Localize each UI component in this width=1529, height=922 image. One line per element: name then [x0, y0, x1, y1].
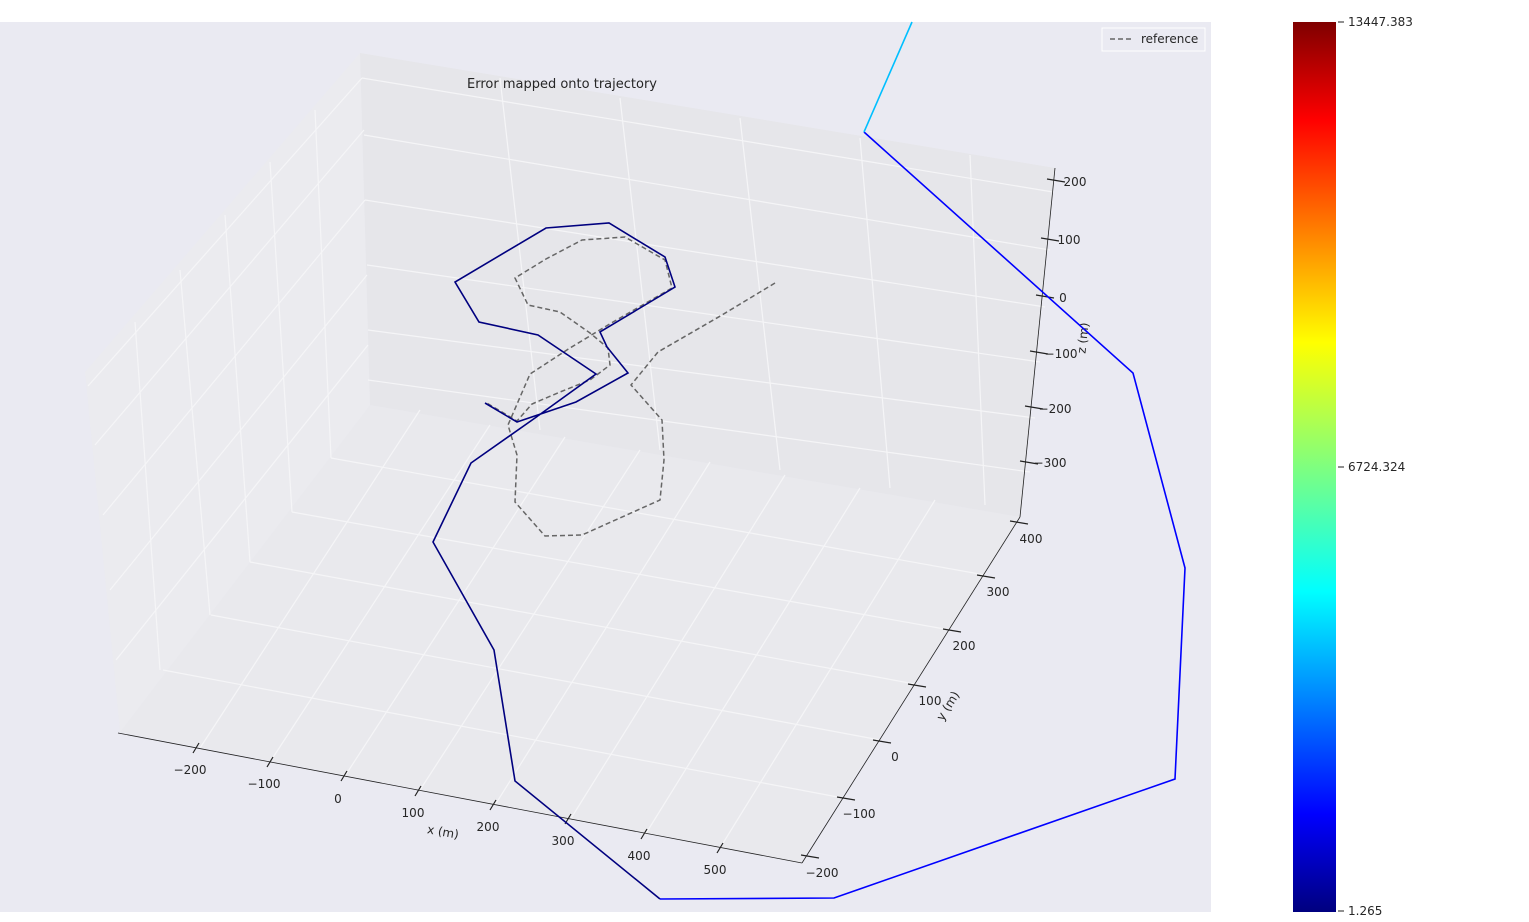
axis-lines: [117, 167, 1056, 864]
x-tick-label: 100: [402, 806, 425, 820]
y-tick-mark: [942, 628, 962, 633]
legend-box: [1101, 27, 1206, 52]
x-tick-labels: −200 −100 0 100 200 300 400 500: [174, 763, 727, 877]
x-axis-line: [117, 732, 803, 864]
left-pane: [85, 53, 370, 732]
y-tick-label: 0: [891, 750, 899, 764]
x-tick-label: −200: [174, 763, 207, 777]
y-tick-label: 400: [1020, 532, 1043, 546]
z-axis-line: [1019, 167, 1056, 518]
y-tick-label: −100: [843, 807, 876, 821]
x-tick-marks: [192, 742, 724, 854]
trajectory-segment-mid-low-error: [659, 131, 1186, 900]
estimated-trajectory: [432, 21, 1186, 900]
z-tick-mark: [1040, 237, 1060, 242]
colorbar-min-label: 1.265: [1348, 904, 1382, 918]
x-tick-mark: [192, 742, 200, 754]
z-tick-mark: [1019, 460, 1039, 465]
x-tick-label: 300: [552, 834, 575, 848]
x-tick-mark: [716, 842, 724, 854]
z-tick-mark: [1035, 294, 1055, 299]
y-tick-mark: [1009, 520, 1029, 525]
y-tick-mark: [872, 739, 892, 744]
colorbar: 13447.383 6724.324 1.265: [1293, 15, 1413, 918]
z-tick-marks: [1019, 178, 1066, 465]
y-tick-label: 100: [919, 694, 942, 708]
y-tick-mark: [976, 574, 996, 579]
y-tick-labels: −200 −100 0 100 200 300 400: [806, 532, 1043, 880]
x-tick-mark: [414, 785, 422, 797]
z-tick-label: 200: [1064, 175, 1087, 189]
colorbar-mid-label: 6724.324: [1348, 460, 1405, 474]
y-tick-mark: [907, 683, 927, 688]
y-tick-label: 300: [987, 585, 1010, 599]
x-axis-label: x (m): [426, 822, 460, 841]
back-pane: [360, 53, 1055, 517]
z-tick-label: 0: [1059, 291, 1067, 305]
z-tick-labels: −300 −200 −100 0 100 200: [1034, 175, 1087, 470]
x-tick-label: 0: [334, 792, 342, 806]
z-axis-label: z (m): [1074, 322, 1091, 354]
x-tick-label: −100: [248, 777, 281, 791]
legend: reference: [1101, 27, 1206, 52]
x-tick-mark: [340, 770, 348, 782]
colorbar-gradient: [1293, 22, 1336, 912]
legend-reference-label: reference: [1141, 32, 1198, 46]
x-tick-mark: [640, 828, 648, 840]
colorbar-max-label: 13447.383: [1348, 15, 1413, 29]
trajectory-segment-mid-error: [863, 21, 913, 133]
z-tick-mark: [1046, 178, 1066, 183]
grid-lines: [87, 77, 1054, 849]
z-tick-label: −200: [1039, 402, 1072, 416]
y-tick-marks: [800, 520, 1029, 859]
chart-title: Error mapped onto trajectory: [467, 77, 657, 92]
y-tick-label: 200: [953, 639, 976, 653]
x-tick-label: 400: [628, 849, 651, 863]
x-tick-mark: [266, 756, 274, 768]
floor-pane: [120, 405, 1020, 862]
z-tick-label: −300: [1034, 456, 1067, 470]
z-tick-label: 100: [1058, 233, 1081, 247]
panes: [85, 53, 1055, 862]
x-tick-mark: [489, 799, 497, 811]
z-tick-mark: [1029, 350, 1049, 355]
x-tick-label: 500: [704, 863, 727, 877]
y-tick-mark: [836, 796, 856, 801]
reference-trajectory: [484, 236, 776, 537]
z-tick-label: −100: [1045, 347, 1078, 361]
x-tick-label: 200: [477, 820, 500, 834]
trajectory-segment-low-error: [432, 222, 676, 900]
y-tick-mark: [800, 854, 820, 859]
z-tick-mark: [1024, 405, 1044, 410]
y-axis-line: [801, 516, 1021, 864]
y-tick-label: −200: [806, 866, 839, 880]
